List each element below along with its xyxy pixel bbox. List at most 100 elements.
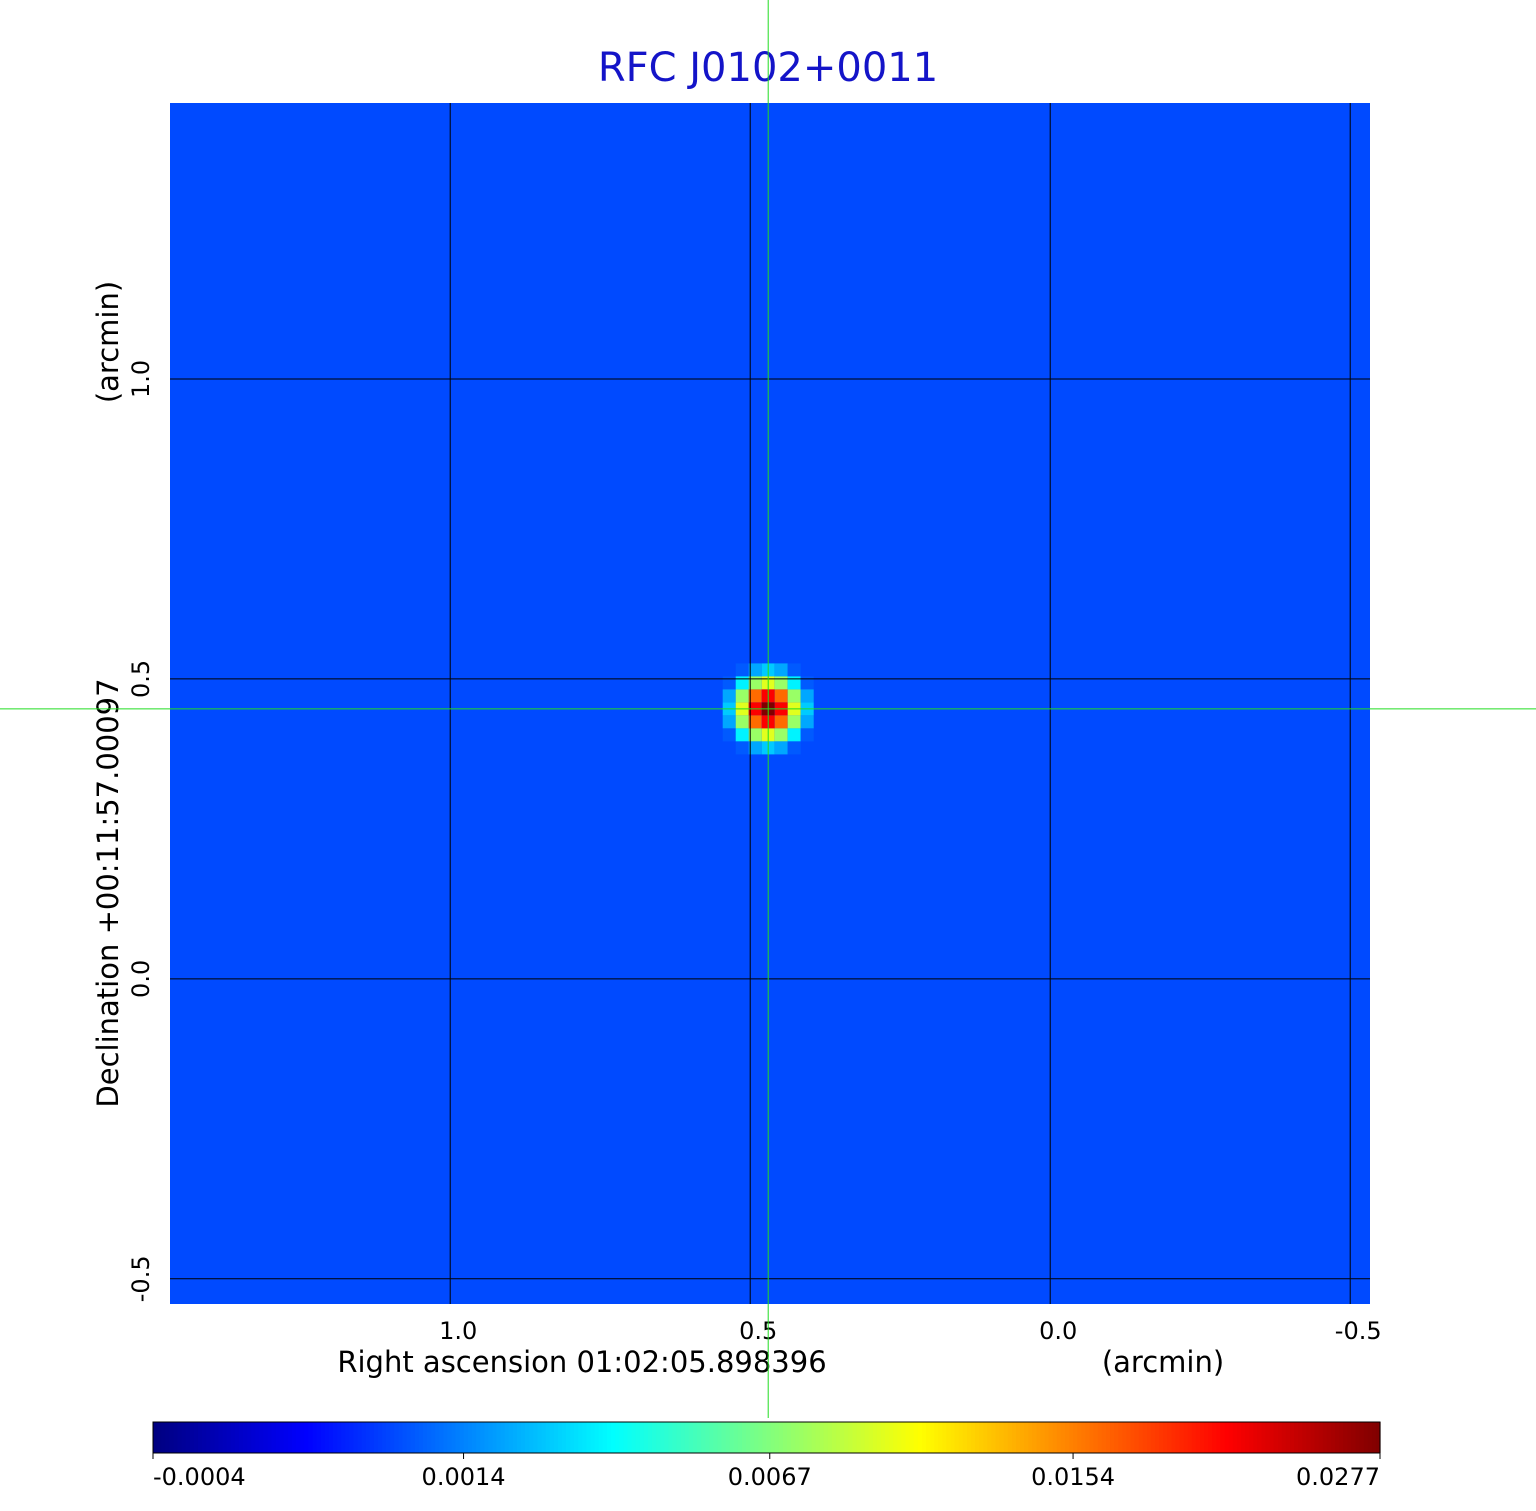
colorbar-segment [868,1422,874,1453]
colorbar-segment [1065,1422,1070,1453]
colorbar-segment [431,1422,436,1453]
colorbar-segment [889,1422,894,1453]
colorbar-segment [1024,1422,1029,1453]
colorbar-segment [173,1422,179,1453]
colorbar-segment [705,1422,710,1453]
colorbar-segment [492,1422,498,1453]
colorbar-segment [230,1422,236,1453]
source-pixel [748,715,762,729]
colorbar-segment [1044,1422,1050,1453]
colorbar-segment [926,1422,931,1453]
source-pixel [800,715,814,729]
colorbar-segment [692,1422,698,1453]
colorbar-segment [1040,1422,1046,1453]
colorbar-segment [921,1422,927,1453]
colorbar-segment [746,1422,751,1453]
colorbar-segment [762,1422,768,1453]
colorbar-segment [218,1422,224,1453]
colorbar-segment [1335,1422,1340,1453]
colorbar-segment [684,1422,690,1453]
colorbar-segment [930,1422,935,1453]
colorbar-segment [255,1422,260,1453]
source-pixel [735,728,749,742]
colorbar-segment [197,1422,203,1453]
colorbar-segment [688,1422,694,1453]
colorbar-segment [512,1422,518,1453]
colorbar-segment [1281,1422,1287,1453]
colorbar-segment [296,1422,301,1453]
colorbar-segment [525,1422,530,1453]
colorbar-segment [1191,1422,1197,1453]
colorbar-segment [308,1422,314,1453]
colorbar-segment [1375,1422,1381,1453]
colorbar-segment [570,1422,575,1453]
colorbar-segment [500,1422,506,1453]
source-pixel [774,663,788,677]
y-axis-label: Declination +00:11:57.00097 [91,678,125,1107]
colorbar-segment [521,1422,526,1453]
colorbar-segment [1273,1422,1279,1453]
colorbar-segment [472,1422,477,1453]
colorbar-segment [590,1422,596,1453]
colorbar-segment [1142,1422,1148,1453]
colorbar-segment [324,1422,330,1453]
colorbar-segment [619,1422,624,1453]
colorbar-segment [1097,1422,1103,1453]
colorbar-segment [1105,1422,1111,1453]
colorbar-segment [1118,1422,1123,1453]
colorbar-segment [721,1422,727,1453]
colorbar-segment [807,1422,813,1453]
colorbar-segment [709,1422,714,1453]
y-tick-label: 0.0 [127,960,155,998]
colorbar-segment [1081,1422,1087,1453]
colorbar-segment [1322,1422,1328,1453]
colorbar-segment [803,1422,808,1453]
colorbar-segment [390,1422,395,1453]
colorbar-segment [1085,1422,1091,1453]
colorbar-segment [1101,1422,1107,1453]
colorbar-segment [169,1422,175,1453]
colorbar-segment [987,1422,993,1453]
x-tick-label: 0.0 [1039,1317,1077,1345]
colorbar-segment [1351,1422,1357,1453]
colorbar-segment [557,1422,563,1453]
colorbar-frame [152,1421,1381,1454]
colorbar-segment [1330,1422,1336,1453]
colorbar-segment [345,1422,350,1453]
colorbar-segment [938,1422,943,1453]
source-pixel [774,689,788,703]
colorbar-segment [292,1422,297,1453]
colorbar-segment [1146,1422,1152,1453]
colorbar-segment [586,1422,592,1453]
colorbar-segment [1367,1422,1373,1453]
colorbar-tick-label: 0.0014 [422,1463,506,1491]
colorbar-segment [864,1422,870,1453]
colorbar-segment [222,1422,228,1453]
colorbar-segment [206,1422,211,1453]
source-pixel [735,663,749,677]
colorbar-segment [766,1422,772,1453]
colorbar-tick-label: 0.0277 [1296,1463,1380,1491]
colorbar-segment [165,1422,170,1453]
colorbar-segment [275,1422,281,1453]
colorbar-segment [754,1422,759,1453]
colorbar-segment [1138,1422,1144,1453]
source-pixel [722,676,736,690]
colorbar-tick-label: -0.0004 [153,1463,246,1491]
colorbar-segment [1032,1422,1038,1453]
colorbar-segment [1155,1422,1160,1453]
colorbar-segment [664,1422,669,1453]
colorbar-segment [631,1422,637,1453]
colorbar-segment [1003,1422,1009,1453]
colorbar-segment [971,1422,976,1453]
colorbar-segment [860,1422,866,1453]
colorbar-segment [606,1422,612,1453]
colorbar-segment [300,1422,305,1453]
colorbar-segment [1269,1422,1275,1453]
colorbar-segment [373,1422,379,1453]
colorbar-segment [1114,1422,1119,1453]
colorbar-segment [696,1422,702,1453]
colorbar-segment [427,1422,432,1453]
colorbar-segment [1200,1422,1205,1453]
